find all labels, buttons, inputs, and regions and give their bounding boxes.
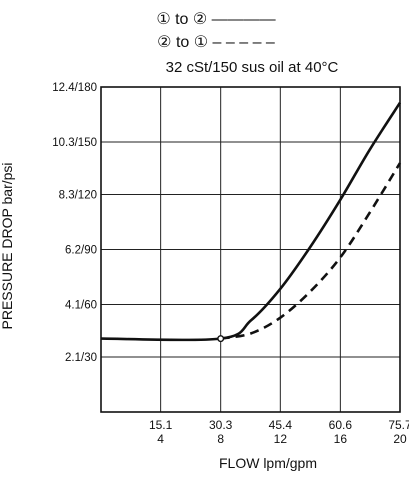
plot-border — [100, 86, 401, 413]
plot-area: 2.1/30 4.1/60 6.2/90 8.3/120 10.3/150 12.4/18… — [52, 82, 409, 446]
y-tick-label-1: 4.1/60 — [65, 300, 97, 312]
x-tick-label-gpm-1: 8 — [217, 432, 224, 446]
y-tick-label-0: 2.1/30 — [65, 352, 97, 364]
y-axis-label: PRESSURE DROP bar/psi — [0, 162, 15, 329]
x-tick-label-gpm-3: 16 — [334, 432, 348, 446]
y-tick-label-4: 10.3/150 — [52, 137, 97, 149]
x-tick-label-gpm-0: 4 — [157, 432, 164, 446]
chart-title: 32 cSt/150 sus oil at 40°C — [166, 59, 339, 76]
x-axis-label: FLOW lpm/gpm — [219, 455, 317, 471]
legend-entry-1-to-2: ① to ② ———— — [156, 11, 275, 28]
y-tick-label-2: 6.2/90 — [65, 245, 97, 257]
legend-entry-2-to-1: ② to ① – – – – – — [157, 34, 275, 51]
x-tick-label-lpm-2: 45.4 — [269, 418, 293, 432]
x-tick-label-lpm-3: 60.6 — [329, 418, 353, 432]
x-tick-label-lpm-0: 15.1 — [149, 418, 173, 432]
x-tick-label-gpm-4: 20 — [393, 432, 407, 446]
x-tick-label-lpm-1: 30.3 — [209, 418, 233, 432]
x-tick-label-gpm-2: 12 — [274, 432, 288, 446]
y-tick-label-5: 12.4/180 — [52, 82, 97, 94]
series-line-1 — [220, 162, 402, 340]
x-tick-label-lpm-4: 75.7 — [388, 418, 409, 432]
cracking-point-marker — [217, 335, 225, 343]
y-tick-label-3: 8.3/120 — [59, 189, 97, 201]
legend: ① to ② ———— ② to ① – – – – – — [156, 11, 275, 51]
